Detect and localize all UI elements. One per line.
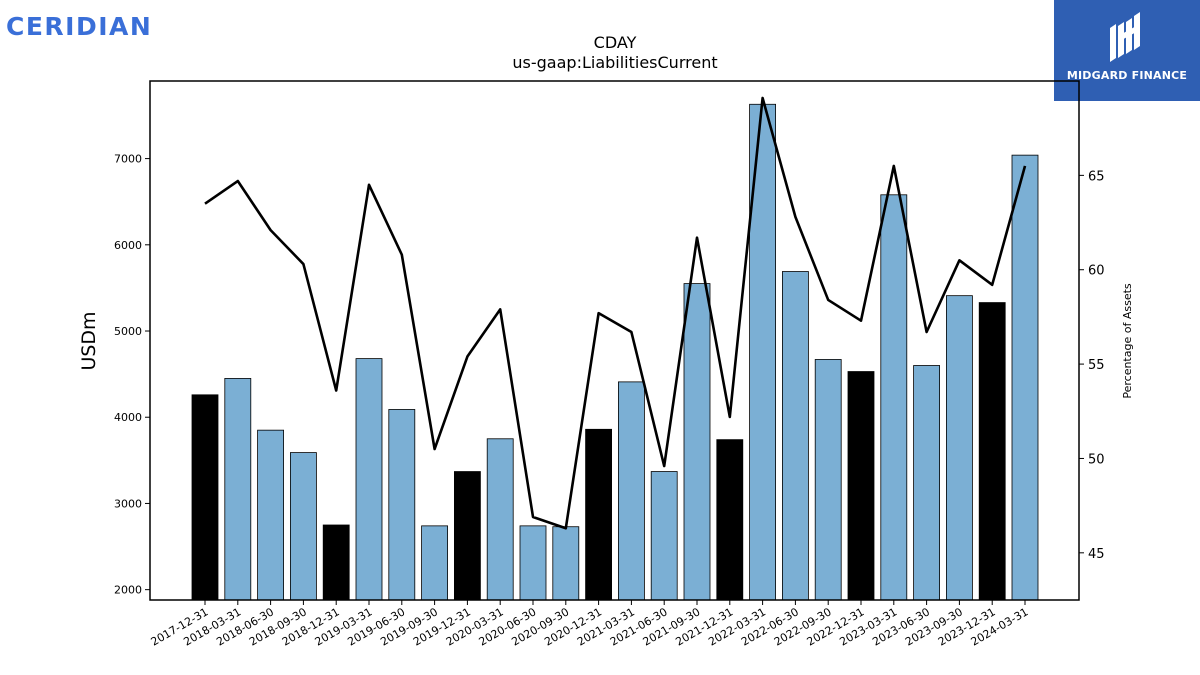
bar-2023-12-31 <box>978 302 1006 601</box>
bar-2019-12-31 <box>453 471 481 601</box>
y2-tick-label: 60 <box>1088 264 1105 279</box>
bar-2022-06-30 <box>782 271 809 601</box>
y-tick-label: 5000 <box>114 325 142 338</box>
bar-2020-09-30 <box>552 526 580 601</box>
bar-2023-03-31 <box>880 194 908 601</box>
bar-2018-06-30 <box>257 429 285 601</box>
chart-subtitle: us-gaap:LiabilitiesCurrent <box>512 53 717 72</box>
midgard-logo-icon <box>1110 12 1140 62</box>
chart-title: CDAY <box>594 33 637 52</box>
y-axis-label: USDm <box>78 311 100 370</box>
bar-2018-09-30 <box>289 452 317 601</box>
bar-2024-03-31 <box>1011 154 1039 601</box>
bar-2022-12-31 <box>847 371 875 601</box>
bar-2019-06-30 <box>388 409 416 601</box>
y2-tick-label: 65 <box>1088 169 1105 184</box>
y2-tick-label: 45 <box>1088 547 1105 562</box>
percentage-of-assets-line <box>204 96 1027 530</box>
bar-2022-09-30 <box>814 359 842 601</box>
y-tick-label: 4000 <box>114 411 142 424</box>
bar-2019-09-30 <box>421 525 449 601</box>
bar-2021-09-30 <box>683 283 711 601</box>
y-tick-label: 3000 <box>114 497 142 510</box>
bar-2018-12-31 <box>322 524 350 601</box>
y-tick-label: 2000 <box>114 584 142 597</box>
bar-2019-03-31 <box>355 358 383 601</box>
bar-2021-12-31 <box>716 439 744 601</box>
bar-2017-12-31 <box>191 394 219 601</box>
y2-axis-label: Percentage of Assets <box>1121 283 1134 399</box>
midgard-logo-text: MIDGARD FINANCE <box>1066 69 1188 82</box>
y-tick-label: 7000 <box>114 153 142 166</box>
bar-2020-03-31 <box>486 438 514 601</box>
bar-2020-12-31 <box>585 428 612 601</box>
y2-tick-label: 50 <box>1088 452 1105 467</box>
plot-frame <box>149 80 1080 601</box>
bar-2020-06-30 <box>519 525 547 601</box>
bar-2021-03-31 <box>618 381 645 601</box>
ceridian-logo: CERIDIAN <box>6 12 153 41</box>
y2-tick-label: 55 <box>1088 358 1105 373</box>
bar-2018-03-31 <box>224 378 252 601</box>
bar-2023-06-30 <box>913 365 940 601</box>
y-tick-label: 6000 <box>114 239 142 252</box>
bar-2023-09-30 <box>946 295 973 601</box>
bar-2021-06-30 <box>650 471 678 601</box>
